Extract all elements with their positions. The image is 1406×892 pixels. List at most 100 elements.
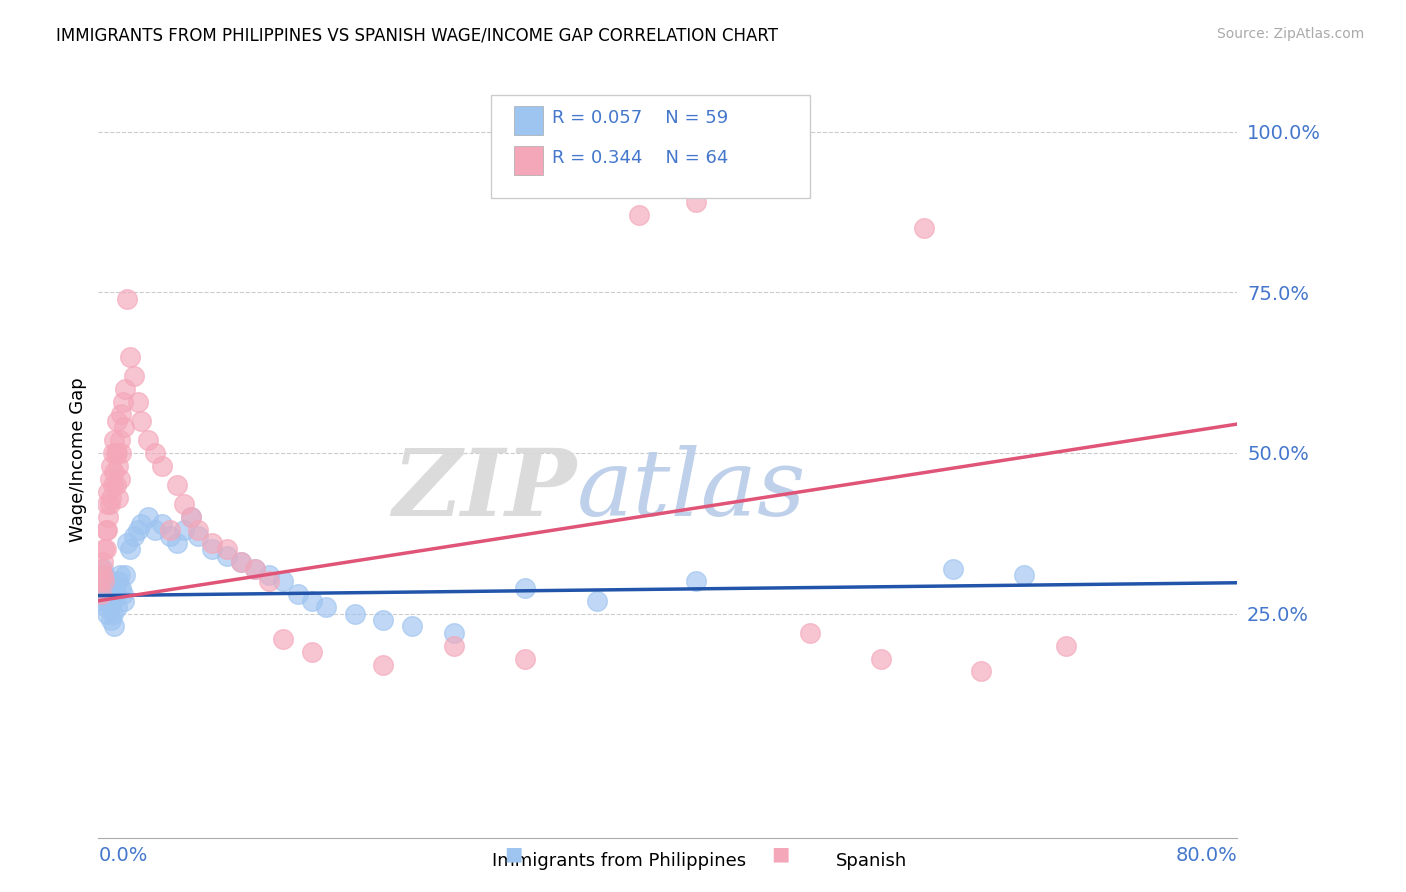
Point (301, 645, 323, 659)
Point (373, 658, 395, 673)
Point (166, 478, 188, 492)
Point (187, 523, 209, 537)
Point (89, 574, 111, 589)
Point (373, 613, 395, 627)
Point (101, 478, 124, 492)
Point (93, 542, 115, 557)
Point (94, 600, 117, 615)
Point (114, 382, 136, 396)
Point (122, 368, 145, 383)
Text: ■: ■ (503, 845, 523, 863)
Point (115, 292, 138, 306)
Point (110, 408, 132, 422)
Point (111, 587, 134, 601)
Text: Immigrants from Philippines: Immigrants from Philippines (492, 852, 745, 870)
Point (101, 607, 124, 621)
Point (112, 593, 135, 607)
Point (136, 510, 159, 524)
Point (110, 446, 132, 460)
Point (229, 555, 252, 569)
Point (685, 574, 707, 589)
Point (942, 561, 965, 575)
Point (94, 574, 117, 589)
Point (97, 484, 120, 499)
Point (89, 574, 111, 589)
Point (100, 587, 122, 601)
Point (515, 581, 537, 595)
Point (118, 542, 141, 557)
Point (93, 574, 115, 589)
Point (108, 568, 131, 582)
Point (122, 529, 145, 543)
Point (90, 561, 112, 575)
Point (100, 613, 122, 627)
Point (259, 574, 281, 589)
Point (103, 465, 125, 479)
Point (118, 350, 141, 364)
Text: 80.0%: 80.0% (1175, 846, 1237, 865)
Point (215, 549, 238, 563)
Text: R = 0.344    N = 64: R = 0.344 N = 64 (551, 149, 728, 167)
Point (273, 574, 295, 589)
Point (104, 587, 127, 601)
Point (90, 587, 112, 601)
Point (180, 510, 202, 524)
Point (273, 632, 295, 647)
Point (152, 516, 174, 531)
Point (229, 555, 252, 569)
Point (685, 195, 707, 210)
Point (166, 536, 188, 550)
Point (104, 478, 127, 492)
Point (173, 523, 195, 537)
Point (515, 651, 537, 665)
Point (259, 568, 281, 582)
Text: IMMIGRANTS FROM PHILIPPINES VS SPANISH WAGE/INCOME GAP CORRELATION CHART: IMMIGRANTS FROM PHILIPPINES VS SPANISH W… (56, 27, 779, 45)
Point (145, 523, 167, 537)
Point (180, 510, 202, 524)
Point (94, 523, 117, 537)
Point (115, 536, 138, 550)
Text: Source: ZipAtlas.com: Source: ZipAtlas.com (1216, 27, 1364, 41)
Point (97, 593, 120, 607)
Point (136, 433, 159, 447)
Point (799, 625, 821, 640)
Point (159, 529, 181, 543)
Point (108, 472, 131, 486)
Point (98, 472, 121, 486)
Point (93, 593, 115, 607)
Point (145, 446, 167, 460)
Point (127, 523, 149, 537)
Point (585, 593, 607, 607)
Point (870, 651, 893, 665)
Point (315, 600, 337, 615)
Point (107, 458, 129, 473)
Point (96, 497, 118, 511)
Bar (515, 146, 543, 175)
Point (96, 523, 118, 537)
Point (100, 458, 122, 473)
Point (443, 639, 465, 653)
Point (401, 619, 423, 633)
Point (105, 446, 128, 460)
Point (114, 568, 136, 582)
Point (93, 568, 115, 582)
Bar (515, 106, 543, 135)
Point (287, 587, 309, 601)
Text: ■: ■ (770, 845, 790, 863)
Point (129, 516, 152, 531)
Point (107, 491, 129, 505)
Point (103, 433, 125, 447)
Point (103, 581, 125, 595)
Point (243, 561, 266, 575)
Point (98, 574, 121, 589)
Point (110, 581, 132, 595)
Point (105, 600, 128, 615)
Point (201, 536, 224, 550)
Point (91, 568, 114, 582)
Point (97, 581, 120, 595)
Point (112, 420, 135, 434)
Point (91, 561, 114, 575)
Point (96, 607, 118, 621)
Point (152, 458, 174, 473)
Point (97, 510, 120, 524)
